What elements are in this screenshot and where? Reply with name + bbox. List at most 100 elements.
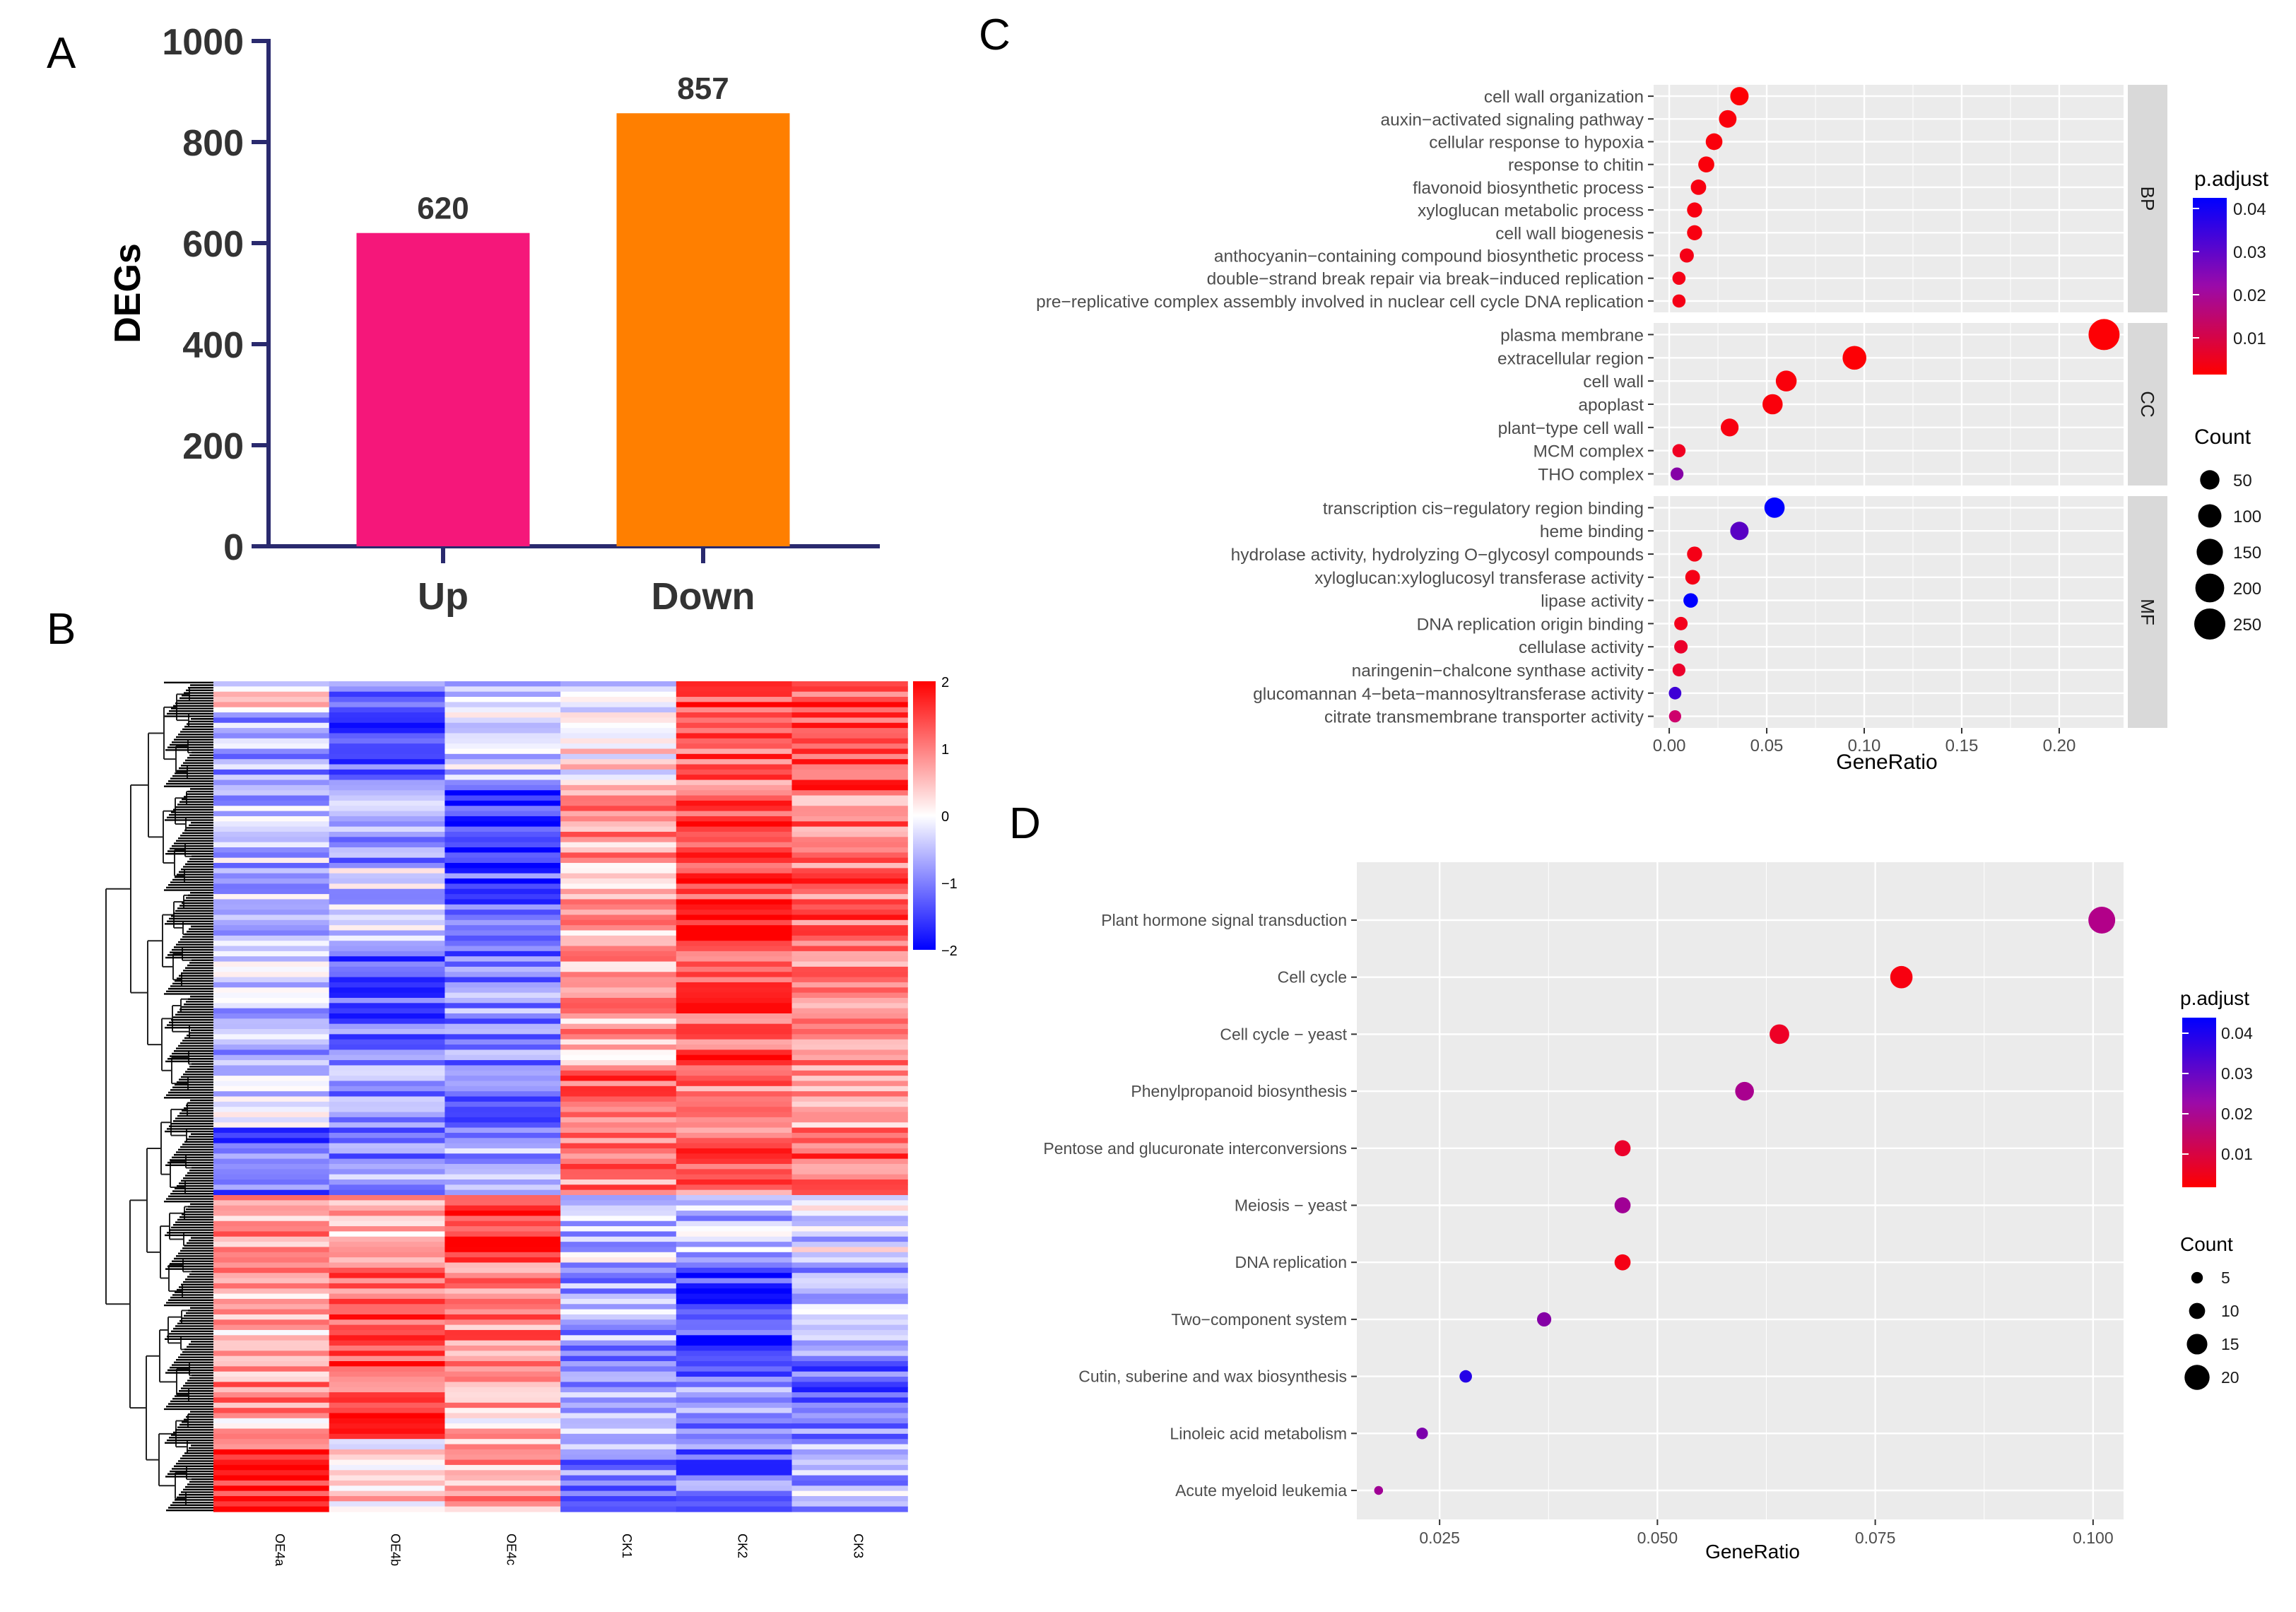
kegg-dot: [1614, 1140, 1631, 1157]
heatmap-cell: [560, 769, 677, 775]
heatmap-cell: [445, 847, 561, 853]
heatmap-cell: [676, 1195, 793, 1201]
heatmap-cell: [213, 1226, 330, 1232]
heatmap-cell: [791, 1490, 908, 1497]
heatmap-cell: [213, 910, 330, 916]
heatmap-cell: [445, 1169, 561, 1175]
heatmap-cell: [213, 1008, 330, 1014]
heatmap-cell: [213, 1060, 330, 1066]
heatmap-cell: [791, 857, 908, 864]
heatmap-cell: [445, 1346, 561, 1351]
heatmap-cell: [676, 743, 793, 750]
heatmap-cell: [329, 722, 445, 729]
heatmap-cell: [676, 712, 793, 718]
heatmap-cell: [791, 1340, 908, 1346]
heatmap-cell: [791, 1029, 908, 1035]
heatmap-cell: [329, 1309, 445, 1315]
heatmap-cell: [445, 1148, 561, 1154]
heatmap-cell: [791, 1122, 908, 1129]
heatmap-cell: [676, 1236, 793, 1242]
heatmap-cell: [560, 1346, 677, 1351]
heatmap-cell: [791, 1387, 908, 1393]
heatmap-cell: [791, 1319, 908, 1326]
heatmap-cell: [560, 868, 677, 874]
heatmap-cell: [329, 1501, 445, 1507]
heatmap-cell: [445, 759, 561, 765]
heatmap-cell: [676, 1008, 793, 1014]
heatmap-cell: [676, 868, 793, 874]
heatmap-cell: [560, 1459, 677, 1466]
heatmap-cell: [329, 951, 445, 957]
heatmap-cell: [560, 894, 677, 900]
go-dot: [2088, 319, 2120, 351]
heatmap-cell: [676, 1257, 793, 1264]
heatmap-cell: [329, 842, 445, 848]
heatmap-cell: [445, 883, 561, 890]
heatmap-cell: [213, 1475, 330, 1481]
heatmap-cell: [791, 1470, 908, 1476]
heatmap-cell: [560, 1211, 677, 1216]
heatmap-cell: [213, 1169, 330, 1175]
go-dot: [1679, 248, 1694, 263]
heatmap-cell: [445, 1143, 561, 1149]
heatmap-cell: [445, 1397, 561, 1404]
heatmap-cell: [791, 779, 908, 786]
heatmap-cell: [791, 956, 908, 963]
heatmap-cell: [213, 1361, 330, 1367]
heatmap-cell: [445, 1387, 561, 1393]
heatmap-cell: [213, 1081, 330, 1087]
heatmap-cell: [676, 1475, 793, 1481]
heatmap-cell: [445, 764, 561, 770]
heatmap-cell: [329, 779, 445, 786]
kegg-term-label: Two−component system: [1171, 1310, 1347, 1329]
heatmap-cell: [676, 1293, 793, 1300]
heatmap-cell: [676, 1428, 793, 1435]
heatmap-cell: [213, 842, 330, 848]
heatmap-cell: [329, 1475, 445, 1481]
heat-scale-tick-label: 0: [941, 809, 949, 825]
heatmap-cell: [791, 1278, 908, 1284]
heatmap-cell: [676, 826, 793, 833]
heatmap-cell: [329, 1408, 445, 1414]
heatmap-cell: [676, 1065, 793, 1071]
go-dot: [1730, 87, 1749, 106]
heatmap-cell: [560, 1216, 677, 1222]
go-facet-strip: [2128, 85, 2167, 312]
heatmap-cell: [213, 1335, 330, 1341]
heatmap-cell: [676, 1023, 793, 1030]
heatmap-cell: [560, 1278, 677, 1284]
heatmap-cell: [329, 1418, 445, 1424]
heatmap-cell: [213, 857, 330, 864]
heatmap-cell: [329, 738, 445, 744]
heatmap-cell: [213, 1236, 330, 1242]
heatmap-cell: [213, 1205, 330, 1211]
heatmap-cell: [676, 1200, 793, 1206]
go-term-label: cell wall: [1583, 372, 1644, 392]
go-term-label: extracellular region: [1497, 349, 1644, 368]
heatmap-cell: [213, 987, 330, 994]
heatmap-cell: [445, 1413, 561, 1419]
go-term-label: cell wall organization: [1484, 88, 1644, 107]
go-dot: [1672, 663, 1685, 677]
heatmap-cell: [445, 982, 561, 988]
heatmap-cell: [329, 1231, 445, 1237]
heatmap-cell: [791, 1252, 908, 1258]
heatmap-cell: [445, 904, 561, 910]
heatmap-cell: [329, 1485, 445, 1492]
kegg-term-label: DNA replication: [1235, 1253, 1347, 1271]
heatmap-cell: [791, 681, 908, 687]
heatmap-cell: [213, 1086, 330, 1092]
heatmap-cell: [445, 1220, 561, 1227]
heatmap-cell: [676, 966, 793, 972]
heatmap-cell: [213, 1490, 330, 1497]
heatmap-cell: [676, 1034, 793, 1040]
heatmap-cell: [445, 712, 561, 718]
heatmap-cell: [791, 1189, 908, 1196]
kegg-legend-padj-label: 0.01: [2221, 1145, 2253, 1163]
heatmap-cell: [329, 1013, 445, 1019]
heatmap-cell: [676, 894, 793, 900]
dendrogram: [105, 681, 213, 1512]
heatmap-cell: [445, 743, 561, 750]
heatmap-cell: [791, 1148, 908, 1154]
heatmap-cell: [329, 852, 445, 859]
